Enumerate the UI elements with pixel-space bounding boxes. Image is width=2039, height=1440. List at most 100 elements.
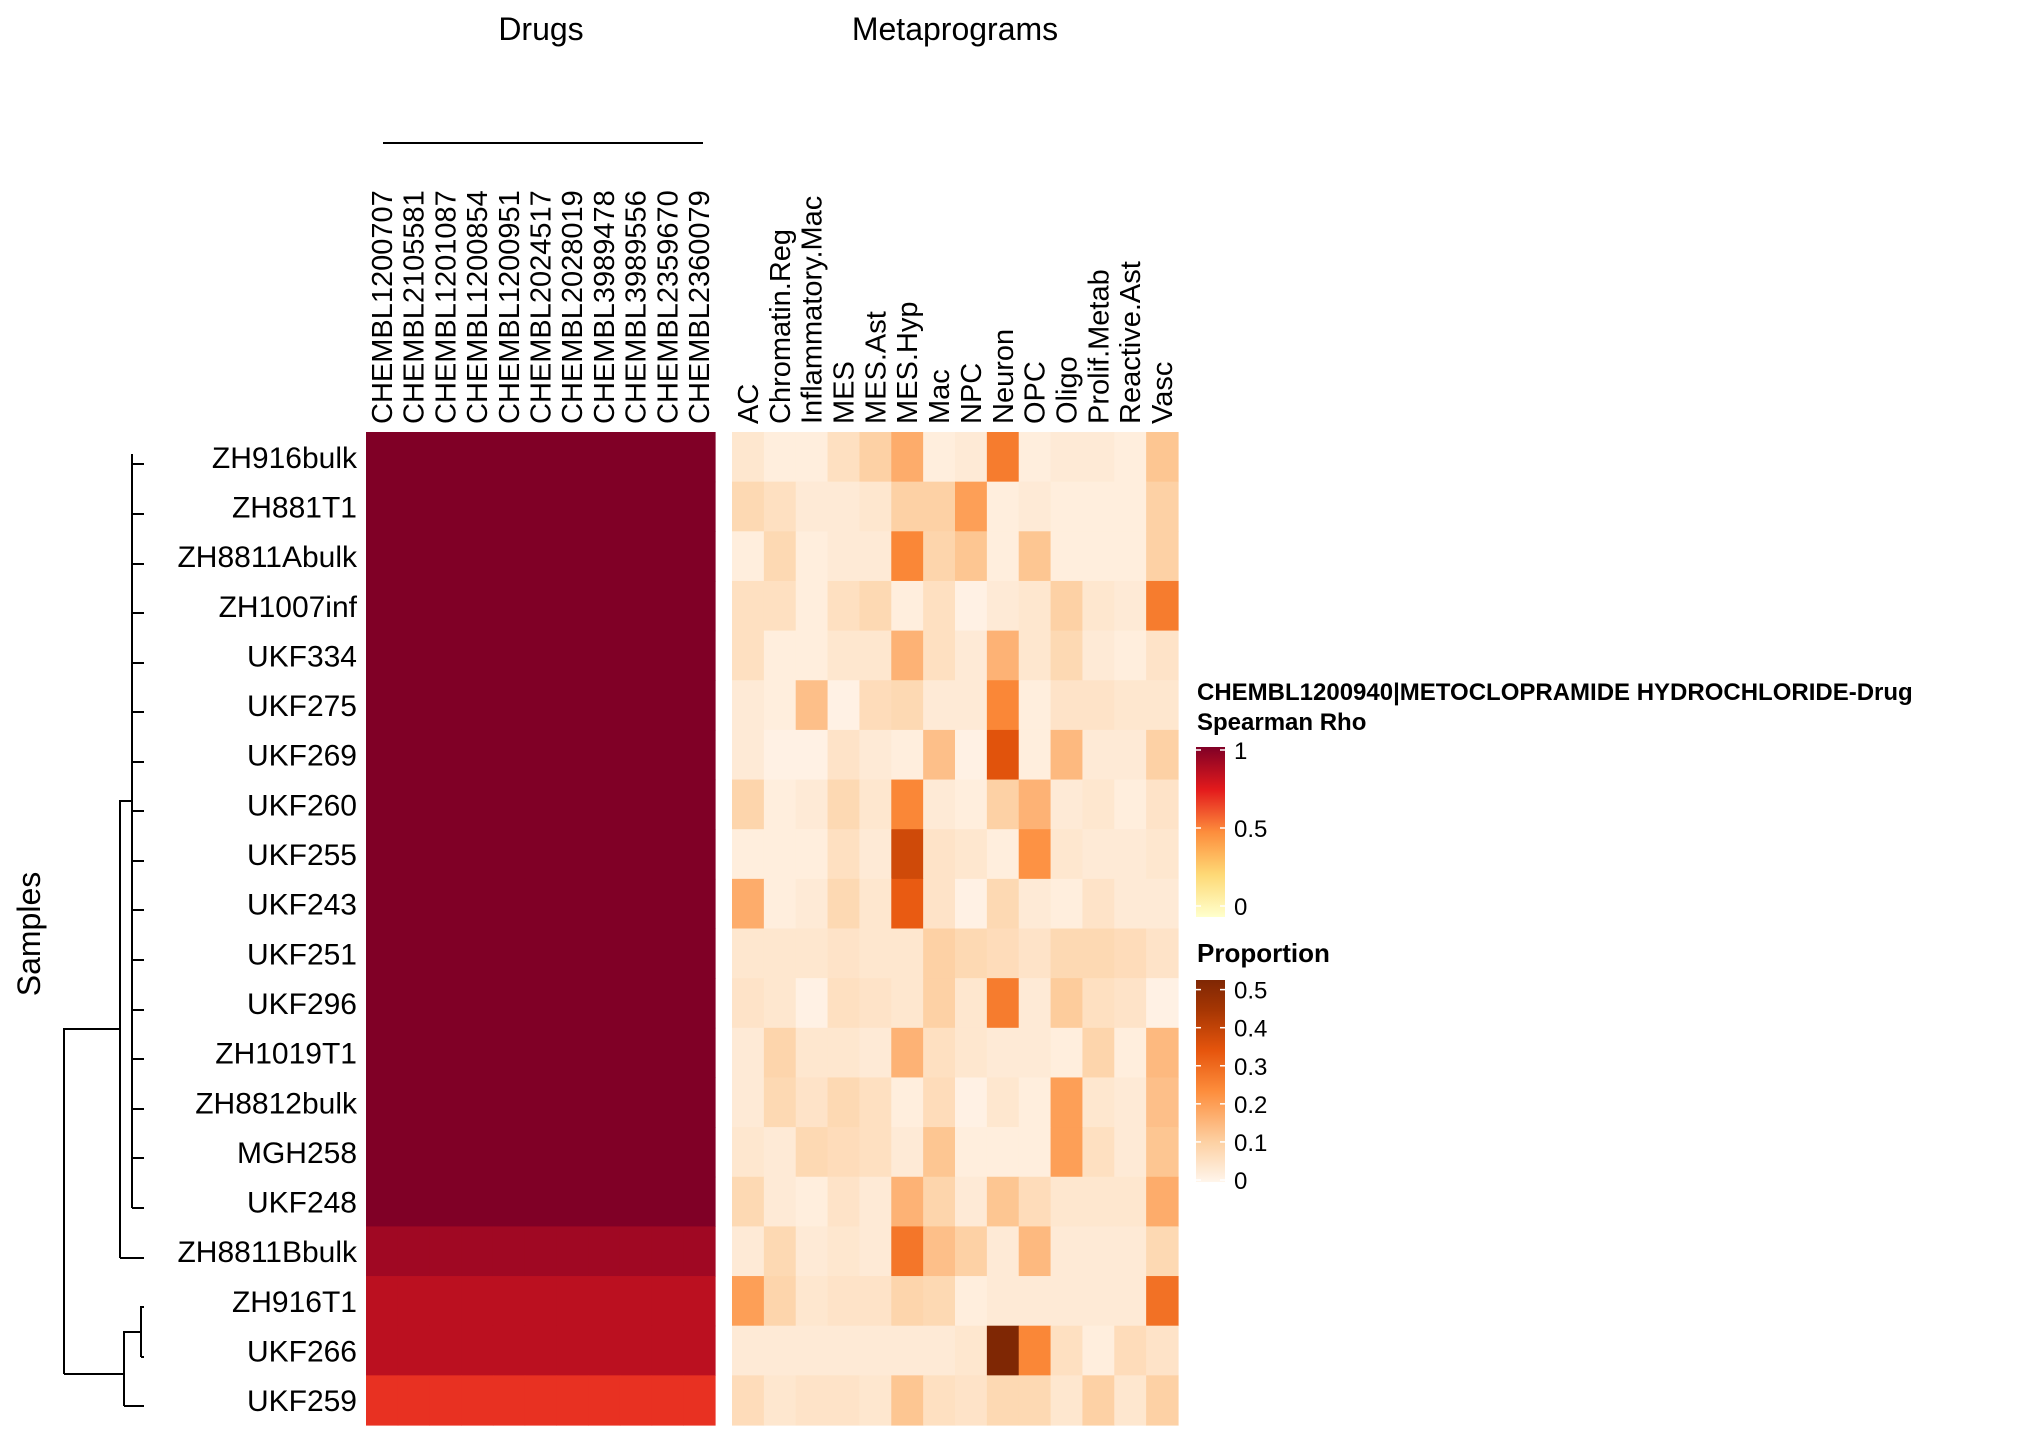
sample-label: UKF260 (247, 789, 357, 822)
drug-cell (683, 432, 716, 483)
metaprogram-cell (891, 729, 924, 781)
sample-label: ZH1019T1 (215, 1038, 357, 1071)
metaprogram-cell (732, 1176, 765, 1227)
metaprogram-cell (923, 680, 956, 731)
drug-cell (366, 531, 399, 582)
drug-cell (524, 829, 557, 880)
metaprogram-cell (1114, 1375, 1147, 1426)
drug-cell (556, 1226, 589, 1277)
metaprogram-cell (923, 779, 956, 830)
drug-cell (651, 1375, 684, 1426)
metaprogram-cell (1018, 630, 1052, 681)
metaprogram-cell (1146, 779, 1179, 830)
metaprogram-cell (1050, 779, 1084, 830)
drug-cell (492, 1226, 526, 1277)
drug-cell (366, 481, 399, 532)
metaprogram-cell (859, 1226, 892, 1277)
drug-cell (619, 680, 653, 731)
metaprogram-cell (986, 729, 1020, 781)
metaprogram-cell (986, 1127, 1020, 1178)
metaprogram-cell (1146, 829, 1179, 880)
drug-cell (461, 1375, 494, 1426)
drug-cell (397, 1226, 431, 1277)
drug-cell (556, 1077, 589, 1128)
drug-cell (588, 1027, 621, 1079)
metaprogram-cell (955, 829, 988, 880)
metaprogram-cell (827, 878, 861, 930)
metaprogram-cell (891, 1176, 924, 1227)
metaprogram-cell (923, 1375, 956, 1426)
drug-cell (683, 1077, 716, 1128)
sample-label: UKF275 (247, 690, 357, 723)
metaprogram-cell (1082, 878, 1115, 930)
metaprogram-cell (827, 779, 861, 830)
drug-cell (619, 630, 653, 681)
drug-cell (461, 1127, 494, 1178)
drug-cell (588, 829, 621, 880)
metaprogram-cell (827, 729, 861, 781)
drug-cell (429, 1276, 462, 1327)
drug-cell (683, 481, 716, 532)
drug-cell (651, 432, 684, 483)
drug-label: CHEMBL2024517 (526, 190, 558, 424)
drug-cell (429, 1077, 462, 1128)
drug-cell (619, 481, 653, 532)
drug-cell (651, 1176, 684, 1227)
metaprogram-cell (859, 779, 892, 830)
drug-cell (683, 1176, 716, 1227)
metaprogram-cell (1082, 928, 1115, 979)
drug-cell (461, 729, 494, 781)
metaprogram-cell (891, 531, 924, 582)
metaprogram-cell (763, 729, 797, 781)
drug-cell (651, 928, 684, 979)
dendrogram (63, 454, 144, 1407)
metaprogram-cell (827, 1226, 861, 1277)
drug-cell (492, 481, 526, 532)
metaprogram-cell (859, 1127, 892, 1178)
rho-legend-colorbar (1196, 747, 1225, 917)
metaprogram-cell (827, 531, 861, 582)
metaprogram-cell (1018, 1027, 1052, 1079)
drug-cell (366, 829, 399, 880)
metaprogram-cell (1146, 1226, 1179, 1277)
metaprogram-cell (1114, 878, 1147, 930)
metaprogram-cell (1082, 1176, 1115, 1227)
drug-cell (619, 829, 653, 880)
drug-cell (556, 1325, 589, 1376)
drug-cell (619, 531, 653, 582)
metaprogram-heatmap (732, 432, 1179, 1426)
drug-cell (366, 432, 399, 483)
metaprogram-cell (986, 432, 1020, 483)
metaprogram-cell (891, 630, 924, 681)
metaprogram-cell (1050, 1077, 1084, 1128)
drug-cell (588, 978, 621, 1029)
drug-cell (366, 1027, 399, 1079)
metaprogram-cell (955, 580, 988, 632)
legend-tick-label: 0.2 (1234, 1092, 1267, 1119)
drug-cell (461, 630, 494, 681)
legend-tick-label: 0.1 (1234, 1130, 1267, 1157)
metaprogram-cell (1114, 829, 1147, 880)
sample-label: ZH8811Bbulk (177, 1236, 358, 1269)
drug-cell (492, 878, 526, 930)
drug-label: CHEMBL3989478 (589, 190, 621, 424)
metaprogram-cell (955, 1226, 988, 1277)
metaprogram-cell (1050, 1375, 1084, 1426)
metaprogram-cell (1050, 878, 1084, 930)
drug-cell (524, 878, 557, 930)
drug-label: CHEMBL2359670 (652, 190, 684, 424)
metaprogram-cell (1018, 779, 1052, 830)
metaprogram-cell (891, 1077, 924, 1128)
metaprogram-cell (1082, 729, 1115, 781)
drug-cell (524, 729, 557, 781)
drug-cell (524, 630, 557, 681)
metaprogram-cell (1114, 580, 1147, 632)
drug-cell (492, 1027, 526, 1079)
drug-cell (619, 1375, 653, 1426)
metaprogram-cell (859, 978, 892, 1029)
metaprogram-cell (827, 680, 861, 731)
drug-cell (556, 729, 589, 781)
drug-cell (524, 1375, 557, 1426)
metaprogram-cell (763, 1077, 797, 1128)
drug-cell (619, 928, 653, 979)
